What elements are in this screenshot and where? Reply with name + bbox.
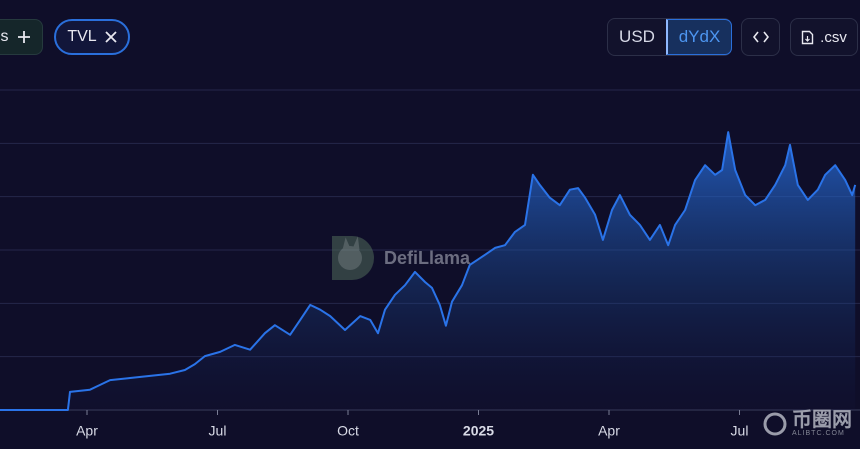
site-watermark: 币圈网 ALIBTC.COM bbox=[762, 410, 852, 437]
embed-button[interactable] bbox=[741, 18, 780, 56]
x-tick-label: Apr bbox=[76, 423, 98, 439]
x-tick-label: Jul bbox=[209, 423, 227, 439]
watermark-logo bbox=[332, 236, 374, 280]
code-icon bbox=[752, 31, 769, 43]
x-tick-label: Apr bbox=[598, 423, 620, 439]
button-label: .csv bbox=[820, 28, 847, 46]
file-icon bbox=[801, 30, 814, 44]
x-tick-label: 2025 bbox=[463, 423, 494, 439]
metric-add-button[interactable]: s bbox=[0, 19, 43, 55]
area-fill bbox=[0, 132, 856, 410]
plus-icon bbox=[17, 31, 30, 43]
button-label: s bbox=[0, 28, 9, 45]
site-logo bbox=[763, 412, 787, 435]
line bbox=[0, 131, 857, 411]
site-url: ALIBTC.COM bbox=[792, 430, 845, 437]
chip-label: TVL bbox=[67, 28, 97, 45]
site-text: 币圈网 ALIBTC.COM bbox=[792, 410, 852, 437]
csv-button[interactable]: .csv bbox=[790, 18, 858, 56]
close-icon bbox=[105, 31, 117, 43]
watermark: DefiLlama bbox=[328, 232, 470, 284]
metric-chip[interactable]: TVL bbox=[54, 19, 130, 55]
denomination-toggle: USD dYdX bbox=[607, 18, 732, 56]
site-name: 币圈网 bbox=[792, 409, 852, 431]
denomination-option-active[interactable]: dYdX bbox=[666, 19, 732, 55]
denomination-option[interactable]: USD bbox=[619, 27, 655, 46]
x-tick-label: Oct bbox=[337, 423, 359, 439]
x-tick-label: Jul bbox=[731, 423, 749, 439]
watermark-text: DefiLlama bbox=[384, 247, 471, 268]
